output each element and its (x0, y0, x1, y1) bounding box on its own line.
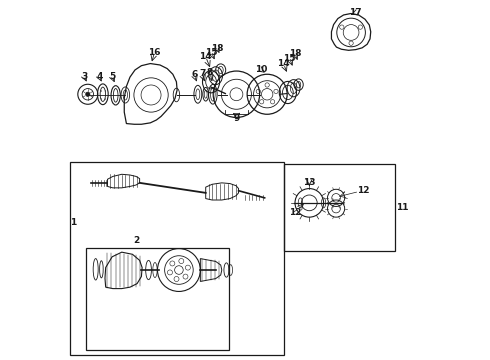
Text: 12: 12 (289, 208, 301, 217)
Bar (284, 164, 395, 251)
Text: 6: 6 (191, 71, 197, 80)
Text: 9: 9 (233, 114, 240, 123)
Text: 11: 11 (396, 203, 409, 212)
Text: 18: 18 (289, 49, 301, 58)
Text: 4: 4 (96, 72, 102, 81)
Text: 14: 14 (199, 52, 212, 61)
Text: 3: 3 (81, 72, 87, 81)
Text: 2: 2 (133, 236, 139, 245)
Text: 14: 14 (277, 59, 290, 68)
Text: 16: 16 (148, 48, 161, 57)
Text: 15: 15 (205, 48, 218, 57)
Text: 13: 13 (303, 178, 316, 187)
Text: 1: 1 (70, 219, 76, 228)
Bar (70, 162, 284, 355)
Text: 10: 10 (255, 66, 267, 75)
Bar (86, 248, 229, 350)
Text: 12: 12 (357, 185, 370, 194)
Text: 8: 8 (207, 68, 213, 77)
Circle shape (86, 92, 90, 96)
Text: 17: 17 (349, 8, 362, 17)
Text: 7: 7 (199, 69, 205, 78)
Text: 5: 5 (109, 72, 115, 81)
Text: 15: 15 (283, 54, 296, 63)
Text: 18: 18 (211, 44, 223, 53)
